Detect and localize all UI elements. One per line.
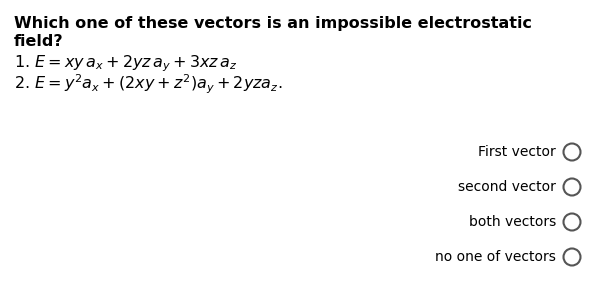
- Text: field?: field?: [14, 34, 64, 49]
- Text: 1. $E = xy\,a_x + 2yz\,a_y + 3xz\,a_z$: 1. $E = xy\,a_x + 2yz\,a_y + 3xz\,a_z$: [14, 53, 238, 74]
- Text: both vectors: both vectors: [469, 215, 556, 229]
- Text: 2. $E = y^2a_x + (2xy + z^2)a_y + 2yza_z.$: 2. $E = y^2a_x + (2xy + z^2)a_y + 2yza_z…: [14, 73, 282, 96]
- Text: First vector: First vector: [478, 145, 556, 159]
- Text: no one of vectors: no one of vectors: [435, 250, 556, 264]
- Text: second vector: second vector: [458, 180, 556, 194]
- Text: Which one of these vectors is an impossible electrostatic: Which one of these vectors is an impossi…: [14, 16, 532, 31]
